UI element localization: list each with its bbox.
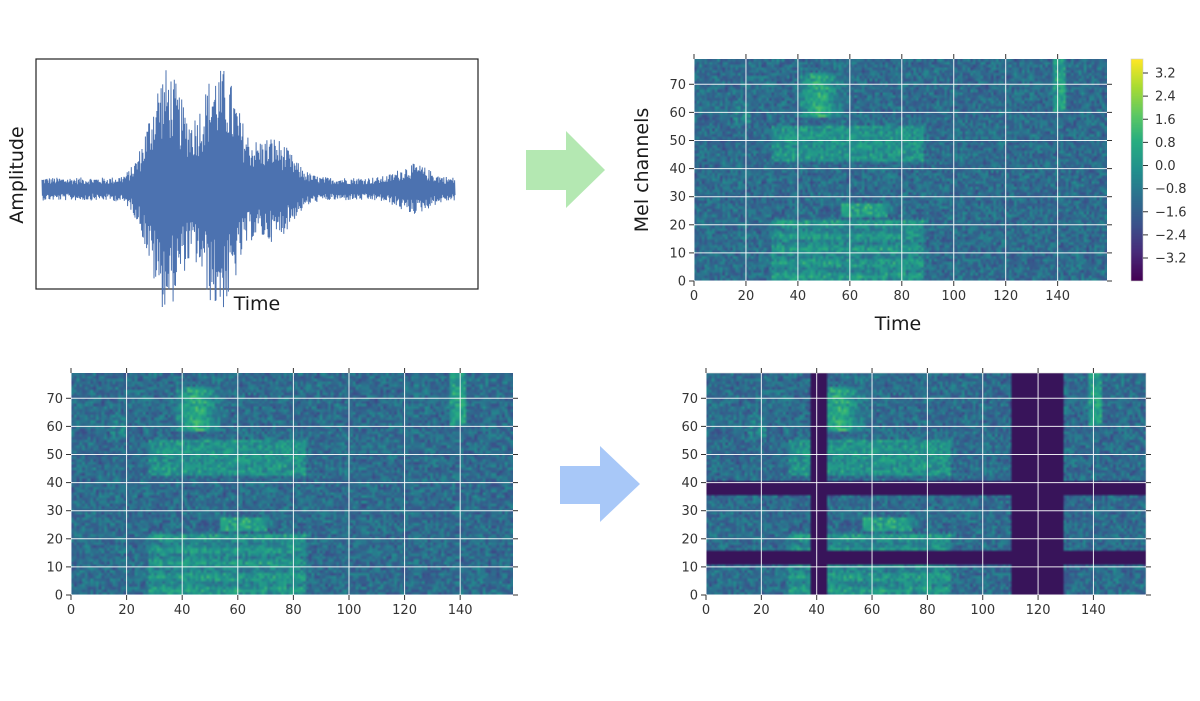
x-tick-label: 20	[753, 603, 770, 618]
arrow-to-spectrogram-icon	[526, 131, 605, 208]
y-tick-label: 20	[46, 532, 63, 547]
mel-spectrogram-panel: 0 20 40 60 80 100 120 140 0 10 20 30 40 50 60 70 Time M…	[631, 54, 1187, 335]
x-tick-label: 0	[702, 603, 710, 618]
y-tick-label: 60	[669, 106, 686, 121]
colorbar-tick-label: 0.0	[1155, 159, 1176, 174]
x-tick-label: 80	[894, 289, 911, 304]
x-tick-label: 60	[864, 603, 881, 618]
colorbar-tick-label: 0.8	[1155, 136, 1176, 151]
waveform-line	[41, 70, 456, 308]
colorbar-tick-label: −1.6	[1155, 205, 1187, 220]
mel-spectrogram-xlabel: Time	[874, 313, 922, 335]
x-tick-label: 140	[448, 603, 473, 618]
colorbar-ticks: 3.2 2.4 1.6 0.8 0.0 −0.8 −1.6 −2.4 −3.2	[1143, 67, 1187, 267]
y-tick-label: 70	[669, 78, 686, 93]
colorbar-tick-label: −2.4	[1155, 228, 1187, 243]
x-tick-label: 80	[285, 603, 302, 618]
y-tick-label: 70	[681, 392, 698, 407]
colorbar-tick-label: 3.2	[1155, 67, 1176, 82]
y-tick-label: 50	[46, 448, 63, 463]
mel-spectrogram-grid	[693, 59, 1107, 282]
x-tick-label: 60	[842, 289, 859, 304]
mel-spectrogram-ylabel: Mel channels	[631, 108, 653, 232]
x-tick-label: 120	[1026, 603, 1051, 618]
x-tick-label: 0	[690, 289, 698, 304]
y-tick-label: 40	[46, 476, 63, 491]
y-tick-label: 30	[46, 504, 63, 519]
y-tick-label: 0	[690, 589, 698, 604]
colorbar-tick-label: −3.2	[1155, 252, 1187, 267]
x-tick-label: 20	[738, 289, 755, 304]
y-tick-label: 10	[46, 560, 63, 575]
y-tick-label: 60	[681, 420, 698, 435]
mel-spectrogram-ticks: 0 20 40 60 80 100 120 140 0 10 20 30 40 50 60 70	[669, 54, 1112, 304]
x-tick-label: 40	[174, 603, 191, 618]
y-tick-label: 30	[681, 504, 698, 519]
y-tick-label: 40	[681, 476, 698, 491]
colorbar-tick-label: −0.8	[1155, 182, 1187, 197]
y-tick-label: 20	[681, 532, 698, 547]
x-tick-label: 100	[970, 603, 995, 618]
masked-spectrogram-heatmap	[706, 373, 1146, 595]
x-tick-label: 140	[1045, 289, 1070, 304]
mel-spectrogram-heatmap	[694, 59, 1107, 281]
y-tick-label: 0	[55, 589, 63, 604]
y-tick-label: 60	[46, 420, 63, 435]
x-tick-label: 20	[118, 603, 135, 618]
x-tick-label: 120	[993, 289, 1018, 304]
x-tick-label: 100	[337, 603, 362, 618]
x-tick-label: 0	[67, 603, 75, 618]
y-tick-label: 20	[669, 218, 686, 233]
waveform-xlabel: Time	[233, 293, 281, 315]
warped-spectrogram-heatmap	[71, 373, 513, 595]
x-tick-label: 100	[941, 289, 966, 304]
y-tick-label: 10	[669, 246, 686, 261]
masked-spectrogram-ticks: 0 20 40 60 80 100 120 140 0 10 20 30 40 50 60 70	[681, 368, 1151, 618]
masked-spectrogram-panel: 0 20 40 60 80 100 120 140 0 10 20 30 40 50 60 70	[681, 368, 1151, 618]
colorbar-tick-label: 2.4	[1155, 90, 1176, 105]
colorbar	[1131, 59, 1143, 281]
y-tick-label: 10	[681, 560, 698, 575]
x-tick-label: 120	[392, 603, 417, 618]
y-tick-label: 30	[669, 190, 686, 205]
waveform-ylabel: Amplitude	[6, 126, 28, 223]
warped-spectrogram-panel: 0 20 40 60 80 100 120 140 0 10 20 30 40 50 60 70	[46, 368, 518, 618]
masked-spectrogram-grid	[705, 373, 1146, 596]
colorbar-tick-label: 1.6	[1155, 113, 1176, 128]
x-tick-label: 40	[808, 603, 825, 618]
y-tick-label: 0	[678, 275, 686, 290]
x-tick-label: 40	[790, 289, 807, 304]
y-tick-label: 50	[681, 448, 698, 463]
x-tick-label: 80	[919, 603, 936, 618]
x-tick-label: 60	[230, 603, 247, 618]
x-tick-label: 140	[1081, 603, 1106, 618]
y-tick-label: 50	[669, 134, 686, 149]
warped-spectrogram-ticks: 0 20 40 60 80 100 120 140 0 10 20 30 40 50 60 70	[46, 368, 518, 618]
y-tick-label: 70	[46, 392, 63, 407]
colorbar-frame	[1130, 58, 1144, 282]
warped-spectrogram-grid	[70, 373, 513, 596]
y-tick-label: 40	[669, 162, 686, 177]
arrow-to-masked-icon	[560, 446, 640, 522]
waveform-panel: Time Amplitude	[6, 58, 479, 315]
